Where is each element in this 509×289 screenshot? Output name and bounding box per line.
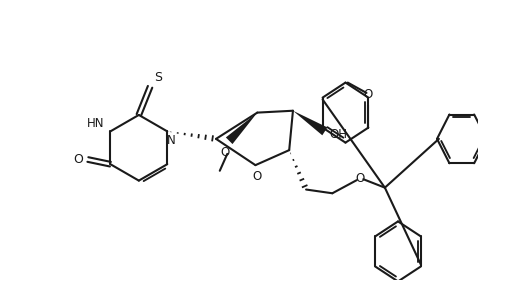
Text: OH: OH [328, 128, 346, 141]
Text: O: O [220, 145, 230, 158]
Text: N: N [166, 134, 175, 147]
Text: O: O [507, 132, 509, 145]
Polygon shape [292, 111, 327, 135]
Polygon shape [225, 113, 257, 144]
Text: O: O [355, 172, 364, 185]
Text: HN: HN [87, 117, 104, 130]
Text: O: O [363, 88, 372, 101]
Text: O: O [73, 153, 83, 166]
Text: S: S [154, 71, 162, 84]
Text: O: O [252, 170, 262, 183]
